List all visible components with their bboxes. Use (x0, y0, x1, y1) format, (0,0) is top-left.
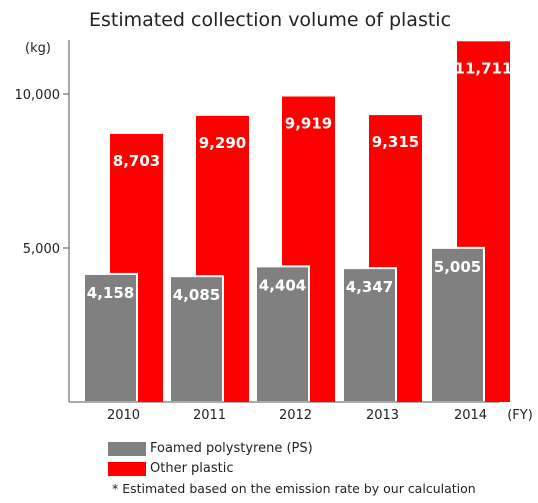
data-label-foamed-ps: 4,347 (346, 278, 393, 296)
footnote: * Estimated based on the emission rate b… (112, 481, 476, 496)
data-label-other-plastic: 8,703 (113, 152, 160, 170)
chart-title: Estimated collection volume of plastic (89, 9, 451, 31)
x-tick-label: 2014 (454, 408, 487, 423)
legend-label-other: Other plastic (150, 461, 234, 476)
x-tick-label: 2012 (279, 408, 312, 423)
data-label-foamed-ps: 4,404 (259, 276, 306, 294)
legend-swatch-other (108, 461, 146, 476)
x-tick-label: 2011 (193, 408, 226, 423)
data-label-other-plastic: 9,315 (372, 133, 419, 151)
x-axis-unit: (FY) (507, 408, 533, 423)
bar-foamed-ps (255, 265, 310, 404)
data-label-other-plastic: 9,290 (199, 134, 246, 152)
legend-swatch-ps (108, 441, 146, 456)
data-label-foamed-ps: 4,085 (173, 286, 220, 304)
y-tick-label: 5,000 (23, 242, 60, 257)
data-label-other-plastic: 9,919 (285, 114, 332, 132)
bar-foamed-ps (430, 246, 485, 403)
data-label-foamed-ps: 5,005 (434, 258, 481, 276)
x-tick-label: 2010 (107, 408, 140, 423)
data-label-other-plastic: 11,711 (455, 59, 513, 77)
bar-foamed-ps (342, 267, 397, 403)
x-tick-label: 2013 (366, 408, 399, 423)
chart: Estimated collection volume of plastic (… (15, 9, 533, 423)
data-label-foamed-ps: 4,158 (87, 284, 134, 302)
legend-label-ps: Foamed polystyrene (PS) (150, 441, 313, 456)
y-tick-label: 10,000 (15, 88, 61, 103)
legend-item-other: Other plastic (108, 461, 234, 476)
bar-foamed-ps (83, 272, 138, 403)
y-axis-unit: (kg) (25, 41, 51, 56)
legend-item-ps: Foamed polystyrene (PS) (108, 441, 313, 456)
